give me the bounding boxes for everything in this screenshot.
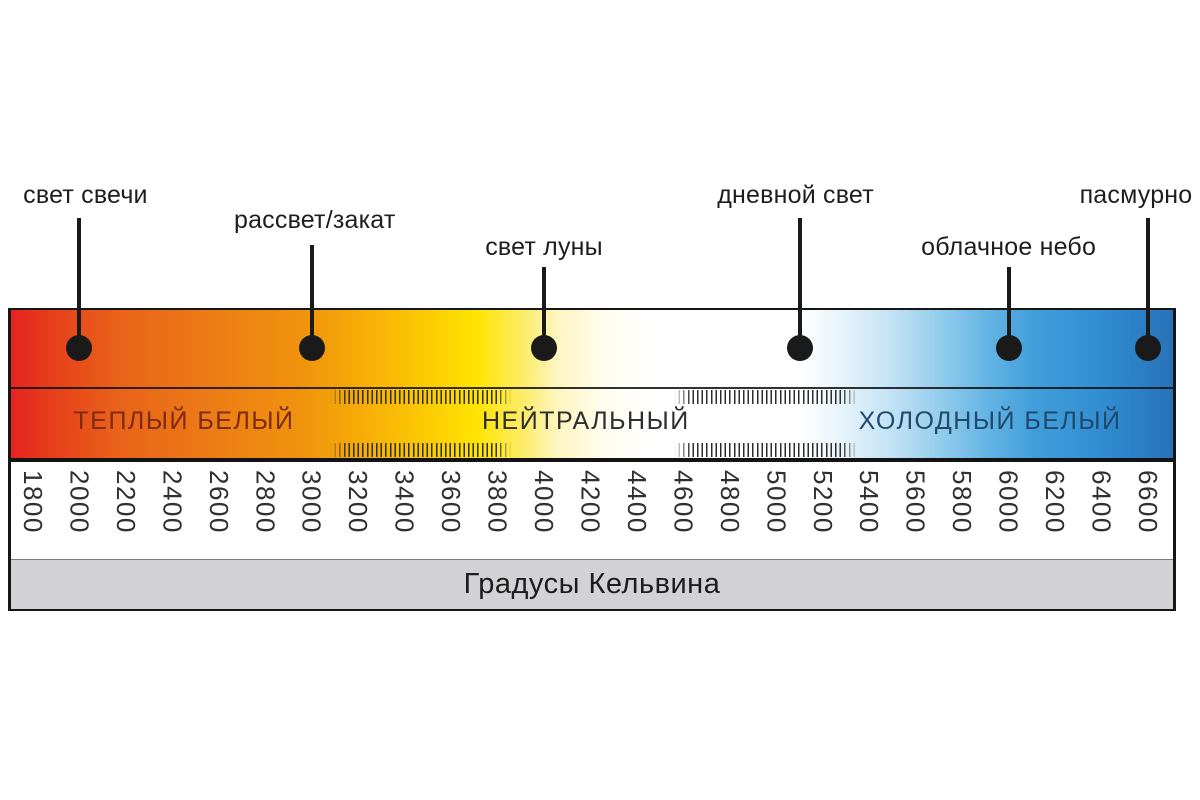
transition-tick-marks (330, 443, 512, 457)
kelvin-tick-label: 2200 (110, 470, 141, 534)
kelvin-tick-label: 5400 (854, 470, 885, 534)
kelvin-tick-label: 4800 (714, 470, 745, 534)
transition-tick-marks (674, 443, 858, 457)
kelvin-tick-label: 3600 (436, 470, 467, 534)
marker-label: свет луны (485, 233, 603, 261)
kelvin-tick-label: 5800 (947, 470, 978, 534)
kelvin-tick-label: 2800 (250, 470, 281, 534)
kelvin-tick-label: 6200 (1040, 470, 1071, 534)
kelvin-tick-label: 6600 (1132, 470, 1163, 534)
zone-label: ХОЛОДНЫЙ БЕЛЫЙ (858, 407, 1122, 435)
footer-bar: Градусы Кельвина (11, 559, 1173, 609)
kelvin-tick-label: 4600 (668, 470, 699, 534)
transition-tick-marks (674, 390, 858, 404)
kelvin-tick-label: 2600 (203, 470, 234, 534)
kelvin-tick-label: 5000 (761, 470, 792, 534)
marker-label: пасмурно (1079, 181, 1193, 209)
kelvin-tick-label: 3200 (343, 470, 374, 534)
kelvin-tick-label: 3800 (482, 470, 513, 534)
gradient-divider-line (11, 387, 1173, 389)
zone-label: ТЕПЛЫЙ БЕЛЫЙ (73, 407, 295, 435)
kelvin-tick-label: 6400 (1086, 470, 1117, 534)
zone-label: НЕЙТРАЛЬНЫЙ (482, 407, 690, 435)
marker-label: рассвет/закат (233, 206, 396, 234)
transition-tick-marks (330, 390, 512, 404)
kelvin-tick-label: 6000 (993, 470, 1024, 534)
kelvin-tick-label: 3400 (389, 470, 420, 534)
color-temperature-gradient-bar: ТЕПЛЫЙ БЕЛЫЙ НЕЙТРАЛЬНЫЙ ХОЛОДНЫЙ БЕЛЫЙ (11, 310, 1173, 462)
kelvin-chart: ТЕПЛЫЙ БЕЛЫЙ НЕЙТРАЛЬНЫЙ ХОЛОДНЫЙ БЕЛЫЙ 18… (8, 308, 1176, 611)
kelvin-tick-label: 5600 (900, 470, 931, 534)
axis-title: Градусы Кельвина (463, 568, 721, 600)
kelvin-tick-label: 1800 (18, 470, 48, 534)
kelvin-tick-label: 4000 (529, 470, 560, 534)
kelvin-tick-label: 4400 (621, 470, 652, 534)
marker-label: дневной свет (717, 181, 874, 209)
marker-label: свет свечи (23, 181, 148, 209)
kelvin-tick-label: 3000 (296, 470, 327, 534)
marker-label: облачное небо (921, 233, 1097, 261)
kelvin-tick-label: 4200 (575, 470, 606, 534)
kelvin-scale-band: 1800 2000 2200 2400 2600 2800 3000 3200 3400 3600… (11, 462, 1173, 559)
kelvin-tick-label: 2000 (64, 470, 95, 534)
kelvin-tick-label: 5200 (807, 470, 838, 534)
kelvin-tick-label: 2400 (157, 470, 188, 534)
